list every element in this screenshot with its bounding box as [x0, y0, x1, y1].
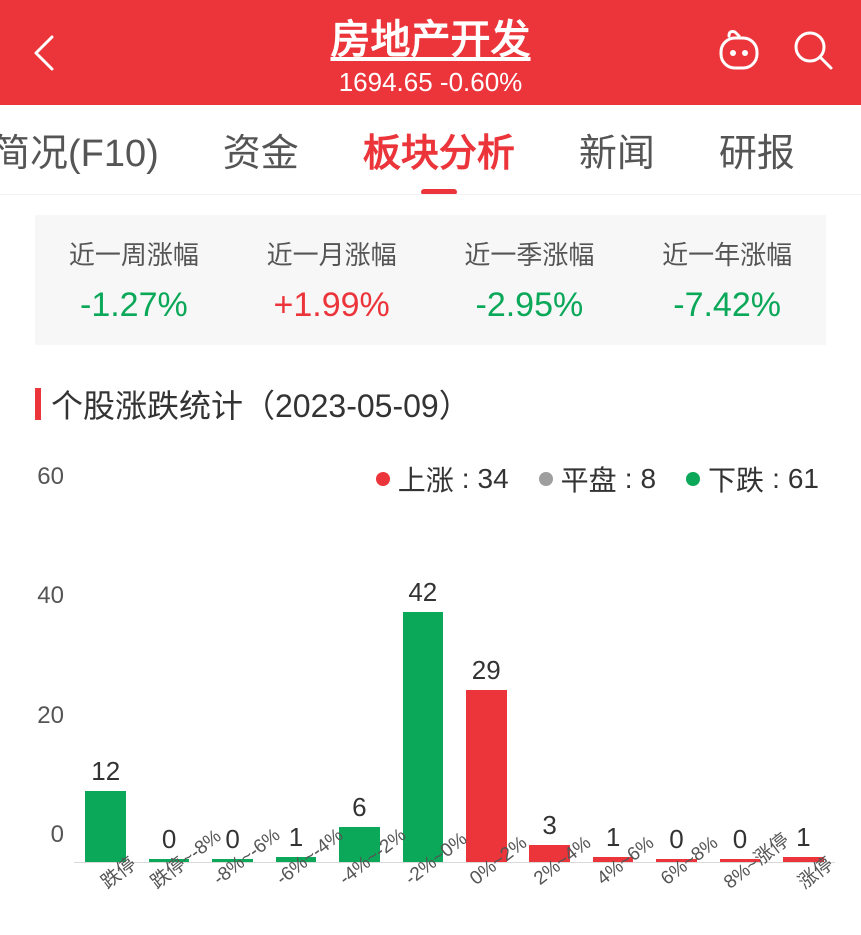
bar-slot: 1 — [772, 505, 835, 863]
bar-slot: 1 — [581, 505, 644, 863]
legend-up-count: 34 — [478, 463, 509, 495]
legend-flat-label: 平盘 — [561, 459, 617, 499]
legend-down: 下跌: 61 — [686, 459, 819, 499]
bar-slot: 0 — [201, 505, 264, 863]
y-tick: 60 — [37, 463, 64, 491]
period-stat-value: -1.27% — [35, 286, 233, 325]
period-stat: 近一年涨幅 -7.42% — [628, 235, 826, 325]
index-change: -0.60% — [440, 67, 522, 97]
period-stat: 近一季涨幅 -2.95% — [431, 235, 629, 325]
index-value: 1694.65 — [339, 67, 433, 97]
bar-value-label: 0 — [669, 824, 683, 855]
bar-slot: 0 — [708, 505, 771, 863]
tabs-bar: 简况(F10) 资金 板块分析 新闻 研报 — [0, 105, 861, 195]
bar-value-label: 12 — [91, 756, 120, 787]
bar-slot: 12 — [74, 505, 137, 863]
x-axis: 跌停跌停~-8%-8%~-6%-6%~-4%-4%~-2%-2%~0%0%~2%… — [74, 867, 835, 935]
bar-slot: 1 — [264, 505, 327, 863]
period-stat-value: +1.99% — [233, 286, 431, 325]
bar-slot: 42 — [391, 505, 454, 863]
bar-chart: 0204060 120016422931001 跌停跌停~-8%-8%~-6%-… — [18, 505, 843, 935]
tab-sector-analysis[interactable]: 板块分析 — [361, 122, 517, 177]
section-title: 个股涨跌统计（2023-05-09） — [35, 381, 861, 427]
legend-up-label: 上涨 — [398, 459, 454, 499]
period-stat-label: 近一周涨幅 — [35, 235, 233, 272]
period-stat: 近一周涨幅 -1.27% — [35, 235, 233, 325]
bar-value-label: 42 — [408, 577, 437, 608]
plot-area: 120016422931001 — [74, 505, 835, 863]
tab-news[interactable]: 新闻 — [577, 122, 657, 177]
period-stat-label: 近一季涨幅 — [431, 235, 629, 272]
legend-up: 上涨: 34 — [376, 459, 509, 499]
legend-down-dot — [686, 472, 700, 486]
header-title-block[interactable]: 房地产开发 1694.65 -0.60% — [331, 7, 531, 98]
bar-slot: 3 — [518, 505, 581, 863]
period-stat: 近一月涨幅 +1.99% — [233, 235, 431, 325]
bar-slot: 29 — [455, 505, 518, 863]
bar-value-label: 3 — [542, 810, 556, 841]
section-title-text: 个股涨跌统计（2023-05-09） — [51, 381, 471, 427]
bar: 29 — [466, 690, 507, 863]
chart-legend: 上涨: 34 平盘: 8 下跌: 61 — [0, 459, 819, 499]
legend-flat-dot — [539, 472, 553, 486]
period-stat-label: 近一月涨幅 — [233, 235, 431, 272]
y-tick: 0 — [51, 821, 64, 849]
index-subtitle: 1694.65 -0.60% — [331, 67, 531, 98]
legend-flat: 平盘: 8 — [539, 459, 656, 499]
bar-value-label: 6 — [352, 792, 366, 823]
bar-slot: 6 — [328, 505, 391, 863]
period-stat-value: -7.42% — [628, 286, 826, 325]
tab-reports[interactable]: 研报 — [717, 122, 797, 177]
header: 房地产开发 1694.65 -0.60% — [0, 0, 861, 105]
bar-value-label: 1 — [796, 822, 810, 853]
y-axis: 0204060 — [18, 505, 70, 863]
y-tick: 20 — [37, 702, 64, 730]
legend-down-count: 61 — [788, 463, 819, 495]
legend-up-dot — [376, 472, 390, 486]
header-actions — [715, 26, 835, 79]
bar-slot: 0 — [645, 505, 708, 863]
bar: 42 — [403, 612, 444, 863]
bar-value-label: 1 — [289, 822, 303, 853]
search-icon[interactable] — [791, 28, 835, 77]
y-tick: 40 — [37, 582, 64, 610]
bar-value-label: 1 — [606, 822, 620, 853]
tab-funds[interactable]: 资金 — [221, 122, 301, 177]
legend-down-label: 下跌 — [708, 459, 764, 499]
period-stat-label: 近一年涨幅 — [628, 235, 826, 272]
tab-profile[interactable]: 简况(F10) — [0, 122, 161, 177]
assistant-icon[interactable] — [715, 26, 763, 79]
period-stat-value: -2.95% — [431, 286, 629, 325]
bar-slot: 0 — [137, 505, 200, 863]
period-stats-row: 近一周涨幅 -1.27%近一月涨幅 +1.99%近一季涨幅 -2.95% 近一年涨幅 -7… — [35, 215, 826, 345]
legend-flat-count: 8 — [640, 463, 656, 495]
page-title: 房地产开发 — [331, 7, 531, 65]
bar-value-label: 29 — [472, 655, 501, 686]
back-icon[interactable] — [30, 39, 58, 67]
